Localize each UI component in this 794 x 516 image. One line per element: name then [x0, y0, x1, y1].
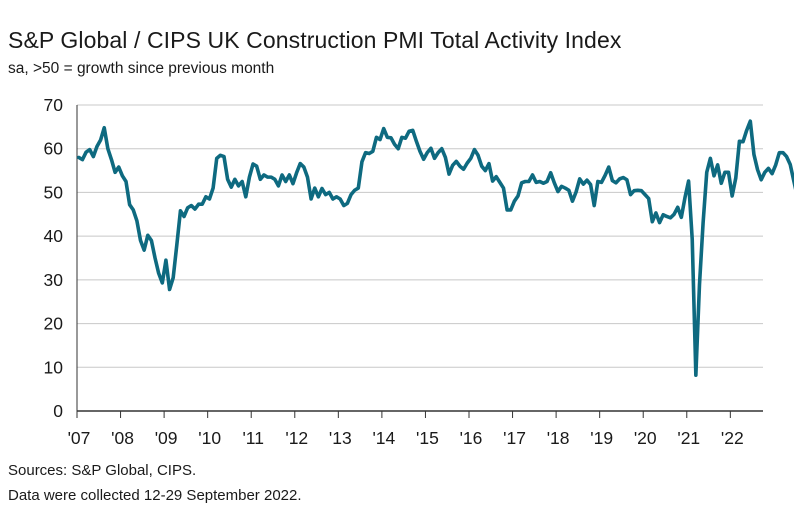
x-tick-label: '12 [285, 428, 308, 448]
x-tick-label: '21 [677, 428, 700, 448]
y-tick-label: 70 [44, 95, 64, 115]
x-tick-label: '07 [68, 428, 91, 448]
y-tick-label: 0 [53, 401, 63, 421]
x-tick-label: '13 [329, 428, 352, 448]
x-tick-label: '15 [416, 428, 439, 448]
x-tick-label: '20 [634, 428, 657, 448]
x-tick-label: '10 [198, 428, 221, 448]
x-tick-label: '18 [547, 428, 570, 448]
x-tick-label: '17 [503, 428, 526, 448]
x-tick-label: '19 [590, 428, 613, 448]
source-note: Sources: S&P Global, CIPS. [8, 462, 197, 479]
series-line [77, 119, 794, 377]
y-tick-label: 20 [44, 314, 64, 334]
x-tick-label: '08 [111, 428, 134, 448]
x-tick-label: '11 [242, 428, 264, 448]
y-tick-label: 30 [44, 270, 64, 290]
y-tick-label: 10 [44, 357, 64, 377]
x-tick-label: '16 [460, 428, 483, 448]
x-tick-label: '22 [721, 428, 744, 448]
x-tick-label: '14 [372, 428, 395, 448]
collection-note: Data were collected 12-29 September 2022… [8, 487, 302, 504]
y-tick-label: 40 [44, 226, 64, 246]
y-tick-label: 50 [44, 182, 64, 202]
y-tick-label: 60 [44, 139, 64, 159]
x-tick-label: '09 [155, 428, 178, 448]
chart-title: S&P Global / CIPS UK Construction PMI To… [8, 27, 622, 53]
chart-subtitle: sa, >50 = growth since previous month [8, 60, 275, 77]
